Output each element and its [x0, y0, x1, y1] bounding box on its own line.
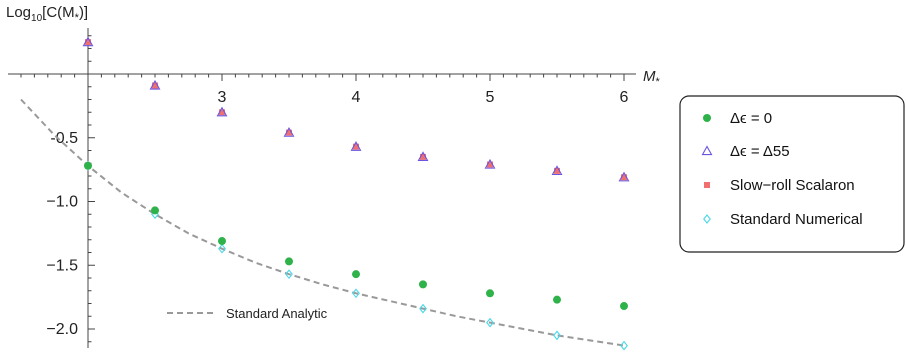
legend: Δϵ = 0 Δϵ = Δ55 Slow−roll Scalaron Standard… — [680, 96, 904, 252]
data-point-filled-circle — [620, 302, 628, 310]
data-point-filled-circle — [419, 280, 427, 288]
data-point-filled-circle — [352, 270, 360, 278]
x-axis-title-letter: M — [643, 68, 656, 85]
data-point-filled-circle — [218, 237, 226, 245]
x-tick-label: 3 — [218, 89, 227, 106]
data-point-filled-circle — [486, 289, 494, 297]
analytic-legend: Standard Analytic — [167, 306, 328, 321]
y-axis-title-prefix: Log — [6, 4, 31, 21]
legend-label: Standard Numerical — [730, 211, 863, 228]
x-tick-label: 6 — [620, 89, 629, 106]
x-tick-label: 5 — [486, 89, 495, 106]
data-points-layer — [84, 38, 629, 350]
x-axis-title-star: * — [656, 76, 661, 88]
legend-label: Δϵ = Δ55 — [730, 143, 790, 160]
legend-label: Slow−roll Scalaron — [730, 177, 855, 194]
analytic-legend-label: Standard Analytic — [226, 306, 328, 321]
y-axis-title-close: )] — [79, 4, 88, 21]
data-point-filled-circle — [84, 162, 92, 170]
legend-box — [680, 96, 904, 252]
y-tick-label: −2.0 — [46, 321, 78, 338]
legend-marker-filled-square — [704, 182, 710, 188]
y-axis-title-subscript: 10 — [31, 13, 43, 24]
data-point-filled-circle — [553, 296, 561, 304]
x-axis-title: M* — [643, 68, 661, 88]
x-tick-label: 4 — [352, 89, 361, 106]
y-axis-title-middle: [C(M — [42, 4, 75, 21]
data-point-filled-circle — [151, 206, 159, 214]
y-axis-title: Log10[C(M*)] — [6, 4, 88, 24]
legend-marker-filled-circle — [703, 114, 711, 122]
axes: 3 4 5 6-0.5−1.0−1.5−2.0 — [8, 28, 636, 352]
data-point-filled-circle — [285, 257, 293, 265]
legend-label: Δϵ = 0 — [730, 110, 772, 127]
y-tick-label: −1.5 — [46, 257, 78, 274]
y-tick-label: −1.0 — [46, 194, 78, 211]
